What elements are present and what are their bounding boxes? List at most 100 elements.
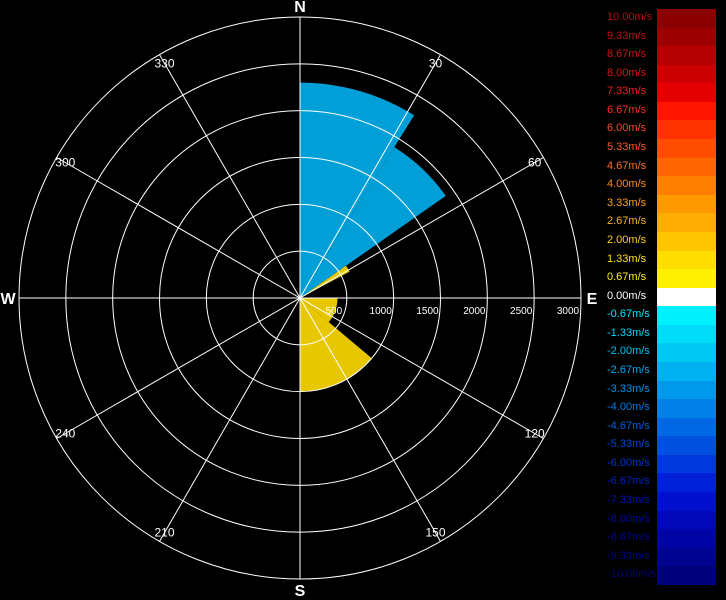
- legend-swatch: [657, 120, 716, 140]
- legend-swatch: [657, 510, 716, 530]
- range-tick-label: 1500: [416, 306, 439, 317]
- legend-entry: -10.00m/s: [604, 566, 716, 585]
- legend-label: -4.67m/s: [607, 419, 650, 432]
- legend-label: -6.67m/s: [607, 475, 650, 488]
- legend-entry: -4.00m/s: [604, 399, 716, 418]
- velocity-sector: [300, 147, 446, 298]
- legend-label: 2.67m/s: [607, 215, 647, 228]
- legend-swatch: [657, 287, 716, 307]
- velocity-sector: [300, 298, 338, 323]
- azimuth-label: 150: [425, 526, 445, 540]
- legend-entry: -7.33m/s: [604, 492, 716, 511]
- velocity-sector: [300, 82, 415, 298]
- legend-label: 2.00m/s: [607, 233, 647, 246]
- legend-swatch: [657, 46, 716, 65]
- legend-entry: 4.67m/s: [604, 157, 716, 177]
- legend-swatch: [657, 380, 716, 400]
- legend-entry: 1.33m/s: [604, 250, 716, 270]
- legend-entry: -3.33m/s: [604, 380, 716, 400]
- legend-label: -4.00m/s: [607, 401, 650, 414]
- legend-swatch: [657, 529, 716, 548]
- legend-entry: -8.00m/s: [604, 510, 716, 530]
- azimuth-label: 30: [429, 56, 443, 70]
- legend-swatch: [657, 343, 716, 362]
- velocity-sector: [300, 298, 372, 392]
- legend-label: -8.67m/s: [607, 531, 650, 544]
- legend-swatch: [657, 83, 716, 102]
- legend-label: 10.00m/s: [607, 11, 653, 23]
- polar-labels: N E S W 30 60 120 150 210 240 300 330 500 1000 1500 200…: [0, 0, 597, 600]
- legend-swatch: [657, 194, 716, 214]
- legend-entry: 5.33m/s: [604, 139, 716, 158]
- azimuth-label: 60: [528, 156, 542, 170]
- legend-swatch: [657, 64, 716, 84]
- velocity-legend: 10.00m/s 9.33m/s 8.67m/s 8.00m/s 7.33m/s 6.67…: [604, 9, 716, 585]
- legend-swatch: [657, 9, 716, 28]
- legend-label: -0.67m/s: [607, 308, 650, 321]
- legend-entry: -5.33m/s: [604, 436, 716, 455]
- legend-label: 4.00m/s: [607, 178, 647, 191]
- legend-entry: 10.00m/s: [604, 9, 716, 28]
- legend-entry: 6.67m/s: [604, 101, 716, 121]
- range-tick-label: 3000: [557, 306, 580, 317]
- legend-entry: 0.00m/s: [604, 287, 716, 307]
- legend-swatch: [657, 324, 716, 344]
- legend-swatch: [657, 306, 716, 325]
- legend-label: 6.67m/s: [607, 103, 647, 116]
- legend-swatch: [657, 454, 716, 474]
- legend-entry: -2.00m/s: [604, 343, 716, 362]
- legend-entry: 9.33m/s: [604, 27, 716, 47]
- legend-entry: 2.00m/s: [604, 231, 716, 251]
- legend-swatch: [657, 139, 716, 158]
- legend-swatch: [657, 399, 716, 418]
- velocity-sectors: [300, 82, 446, 392]
- legend-entry: 3.33m/s: [604, 194, 716, 214]
- azimuth-label: 300: [55, 156, 75, 170]
- legend-label: -3.33m/s: [607, 382, 650, 395]
- legend-swatch: [657, 492, 716, 511]
- legend-entry: 8.67m/s: [604, 46, 716, 65]
- legend-entry: 8.00m/s: [604, 64, 716, 84]
- azimuth-label: 120: [525, 427, 545, 441]
- legend-swatch: [657, 213, 716, 232]
- legend-entry: 6.00m/s: [604, 120, 716, 140]
- legend-label: 9.33m/s: [607, 29, 647, 42]
- legend-entry: 4.00m/s: [604, 176, 716, 195]
- cardinal-label-south: S: [295, 583, 306, 600]
- polar-grid: [18, 16, 582, 580]
- legend-entry: 2.67m/s: [604, 213, 716, 232]
- polar-plot: N E S W 30 60 120 150 210 240 300 330 500 1000 1500 200…: [0, 0, 597, 600]
- legend-swatch: [657, 417, 716, 437]
- legend-swatch: [657, 231, 716, 251]
- legend-swatch: [657, 176, 716, 195]
- legend-label: 3.33m/s: [607, 196, 647, 209]
- cardinal-label-north: N: [294, 0, 306, 16]
- legend-entry: -2.67m/s: [604, 361, 716, 381]
- legend-label: -2.67m/s: [607, 363, 650, 376]
- legend-label: -6.00m/s: [607, 456, 650, 469]
- legend-entry: -8.67m/s: [604, 529, 716, 548]
- range-tick-label: 2000: [463, 306, 486, 317]
- legend-label: 7.33m/s: [607, 85, 647, 98]
- legend-label: -5.33m/s: [607, 438, 650, 451]
- legend-label: 5.33m/s: [607, 141, 647, 154]
- cardinal-label-east: E: [587, 291, 598, 308]
- azimuth-label: 330: [154, 56, 174, 70]
- legend-entry: -9.33m/s: [604, 547, 716, 567]
- legend-label: -7.33m/s: [607, 494, 650, 507]
- velocity-sector: [300, 265, 350, 298]
- azimuth-label: 240: [55, 427, 75, 441]
- legend-label: 0.67m/s: [607, 271, 647, 284]
- legend-label: -9.33m/s: [607, 549, 650, 562]
- legend-swatch: [657, 473, 716, 493]
- legend-entry: -0.67m/s: [604, 306, 716, 325]
- legend-label: -10.00m/s: [607, 568, 656, 581]
- legend-entry: 7.33m/s: [604, 83, 716, 102]
- legend-swatch: [657, 547, 716, 567]
- legend-swatch: [657, 250, 716, 270]
- legend-swatch: [657, 27, 716, 47]
- legend-label: 8.67m/s: [607, 48, 647, 61]
- legend-label: 0.00m/s: [607, 289, 647, 302]
- legend-label: 1.33m/s: [607, 252, 647, 265]
- legend-label: 4.67m/s: [607, 159, 647, 172]
